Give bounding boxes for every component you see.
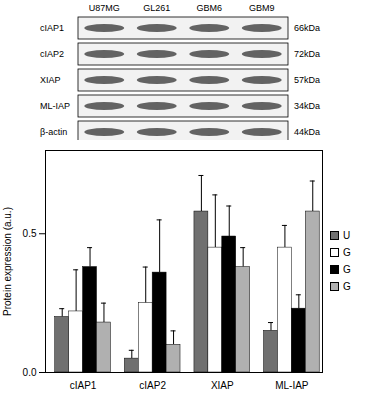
svg-text:GL261: GL261: [143, 3, 170, 13]
html-text:U: U: [343, 230, 351, 241]
svg-text:XIAP: XIAP: [40, 75, 61, 85]
svg-text:ML-IAP: ML-IAP: [275, 380, 309, 391]
svg-text:Protein expression (a.u.): Protein expression (a.u.): [2, 207, 13, 316]
svg-text:44kDa: 44kDa: [294, 127, 320, 137]
svg-text:U87MG: U87MG: [89, 3, 120, 13]
svg-text:cIAP2: cIAP2: [139, 380, 166, 391]
svg-text:β-actin: β-actin: [40, 127, 67, 137]
svg-text:ML-IAP: ML-IAP: [40, 101, 70, 111]
svg-text:cIAP2: cIAP2: [40, 49, 64, 59]
svg-text:66kDa: 66kDa: [294, 23, 320, 33]
svg-text:0.0: 0.0: [23, 367, 37, 378]
svg-text:57kDa: 57kDa: [294, 75, 320, 85]
svg-text:cIAP1: cIAP1: [70, 380, 97, 391]
svg-text:XIAP: XIAP: [211, 380, 234, 391]
html-text:G: G: [343, 247, 351, 258]
html-text:G: G: [343, 281, 351, 292]
svg-text:GBM9: GBM9: [249, 3, 275, 13]
svg-text:34kDa: 34kDa: [294, 101, 320, 111]
svg-text:GBM6: GBM6: [196, 3, 222, 13]
svg-text:0.5: 0.5: [23, 228, 37, 239]
html-text:G: G: [343, 264, 351, 275]
svg-text:cIAP1: cIAP1: [40, 23, 64, 33]
svg-text:72kDa: 72kDa: [294, 49, 320, 59]
